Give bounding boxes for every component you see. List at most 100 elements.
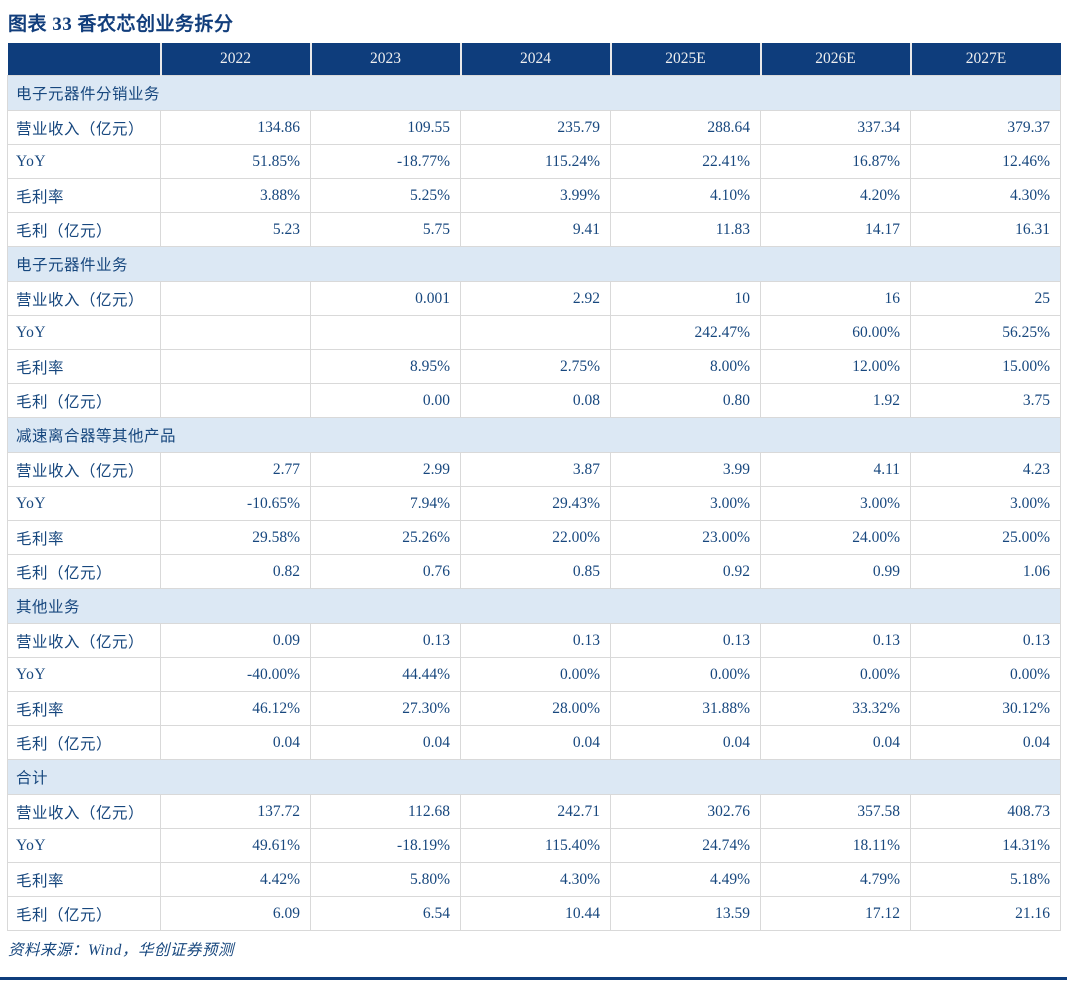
value-cell: 4.30% [460, 862, 611, 897]
metric-row: YoY -40.00% 44.44% 0.00% 0.00% 0.00% 0.00% [7, 657, 1061, 692]
value-cell: -40.00% [160, 657, 311, 692]
value-cell: 2.99 [310, 452, 461, 487]
value-cell: 0.00% [610, 657, 761, 692]
metric-label: YoY [7, 144, 161, 179]
value-cell: 25.26% [310, 520, 461, 555]
value-cell: 4.49% [610, 862, 761, 897]
value-cell: 7.94% [310, 486, 461, 521]
value-cell: 3.87 [460, 452, 611, 487]
value-cell: -18.19% [310, 828, 461, 863]
value-cell: 109.55 [310, 110, 461, 145]
value-cell: 112.68 [310, 794, 461, 829]
value-cell: 28.00% [460, 691, 611, 726]
value-cell: 30.12% [910, 691, 1061, 726]
value-cell: 242.71 [460, 794, 611, 829]
value-cell: 0.99 [760, 554, 911, 589]
corner-header-cell [7, 43, 162, 76]
section-title: 电子元器件业务 [7, 246, 1061, 282]
value-cell: 0.82 [160, 554, 311, 589]
metric-label: 营业收入（亿元） [7, 623, 161, 658]
value-cell: 23.00% [610, 520, 761, 555]
value-cell: 3.88% [160, 178, 311, 213]
value-cell: 16.31 [910, 212, 1061, 247]
value-cell: 29.43% [460, 486, 611, 521]
metric-row: 营业收入（亿元） 137.72 112.68 242.71 302.76 357.58 40… [7, 794, 1061, 829]
value-cell: 115.24% [460, 144, 611, 179]
year-column-header: 2025E [610, 43, 762, 76]
value-cell: 49.61% [160, 828, 311, 863]
value-cell: 8.95% [310, 349, 461, 384]
figure-title: 图表 33 香农芯创业务拆分 [8, 14, 234, 35]
metric-row: 营业收入（亿元） 0.001 2.92 10 16 25 [7, 281, 1061, 316]
section-band-row: 电子元器件分销业务 [7, 75, 1061, 111]
value-cell: 0.001 [310, 281, 461, 316]
value-cell: 17.12 [760, 896, 911, 931]
value-cell: 33.32% [760, 691, 911, 726]
value-cell: 25 [910, 281, 1061, 316]
value-cell: 0.00 [310, 383, 461, 418]
value-cell: -18.77% [310, 144, 461, 179]
metric-row: 毛利（亿元） 0.00 0.08 0.80 1.92 3.75 [7, 383, 1061, 418]
value-cell: 31.88% [610, 691, 761, 726]
section-title: 其他业务 [7, 588, 1061, 624]
metric-label: YoY [7, 315, 161, 350]
value-cell: 27.30% [310, 691, 461, 726]
value-cell: 0.13 [910, 623, 1061, 658]
value-cell [460, 315, 611, 350]
value-cell: 3.00% [610, 486, 761, 521]
value-cell [160, 315, 311, 350]
metric-row: 毛利（亿元） 5.23 5.75 9.41 11.83 14.17 16.31 [7, 212, 1061, 247]
value-cell: 0.04 [310, 725, 461, 760]
metric-row: YoY 49.61% -18.19% 115.40% 24.74% 18.11% 14.31… [7, 828, 1061, 863]
metric-label: YoY [7, 486, 161, 521]
value-cell: 242.47% [610, 315, 761, 350]
value-cell: 14.31% [910, 828, 1061, 863]
value-cell: 15.00% [910, 349, 1061, 384]
value-cell: 357.58 [760, 794, 911, 829]
value-cell: 29.58% [160, 520, 311, 555]
value-cell: 408.73 [910, 794, 1061, 829]
section-band-row: 减速离合器等其他产品 [7, 417, 1061, 453]
metric-label: YoY [7, 828, 161, 863]
value-cell: 16.87% [760, 144, 911, 179]
value-cell: 12.46% [910, 144, 1061, 179]
value-cell: 4.11 [760, 452, 911, 487]
value-cell: 12.00% [760, 349, 911, 384]
table-header: 2022 2023 2024 2025E 2026E 2027E [7, 43, 1061, 76]
value-cell: 2.92 [460, 281, 611, 316]
metric-label: YoY [7, 657, 161, 692]
value-cell: 235.79 [460, 110, 611, 145]
value-cell: 0.09 [160, 623, 311, 658]
metric-label: 营业收入（亿元） [7, 110, 161, 145]
section-band-row: 合计 [7, 759, 1061, 795]
value-cell: 0.92 [610, 554, 761, 589]
metric-row: 营业收入（亿元） 2.77 2.99 3.87 3.99 4.11 4.23 [7, 452, 1061, 487]
value-cell: 4.20% [760, 178, 911, 213]
value-cell: 379.37 [910, 110, 1061, 145]
year-column-header: 2026E [760, 43, 912, 76]
metric-row: 毛利（亿元） 6.09 6.54 10.44 13.59 17.12 21.16 [7, 896, 1061, 931]
metric-label: 毛利率 [7, 349, 161, 384]
value-cell: 14.17 [760, 212, 911, 247]
bottom-rule [0, 977, 1067, 980]
value-cell: 3.75 [910, 383, 1061, 418]
section-band-row: 电子元器件业务 [7, 246, 1061, 282]
metric-label: 毛利（亿元） [7, 554, 161, 589]
value-cell [160, 349, 311, 384]
value-cell: 115.40% [460, 828, 611, 863]
year-column-header: 2027E [910, 43, 1061, 76]
value-cell: -10.65% [160, 486, 311, 521]
metric-row: 毛利率 3.88% 5.25% 3.99% 4.10% 4.20% 4.30% [7, 178, 1061, 213]
year-column-header: 2024 [460, 43, 612, 76]
section-band-row: 其他业务 [7, 588, 1061, 624]
value-cell: 8.00% [610, 349, 761, 384]
value-cell: 0.13 [460, 623, 611, 658]
value-cell: 21.16 [910, 896, 1061, 931]
metric-label: 毛利（亿元） [7, 212, 161, 247]
metric-row: YoY 242.47% 60.00% 56.25% [7, 315, 1061, 350]
metric-label: 营业收入（亿元） [7, 794, 161, 829]
metric-row: 营业收入（亿元） 134.86 109.55 235.79 288.64 337.34 37… [7, 110, 1061, 145]
value-cell: 0.00% [910, 657, 1061, 692]
value-cell: 25.00% [910, 520, 1061, 555]
value-cell: 5.75 [310, 212, 461, 247]
